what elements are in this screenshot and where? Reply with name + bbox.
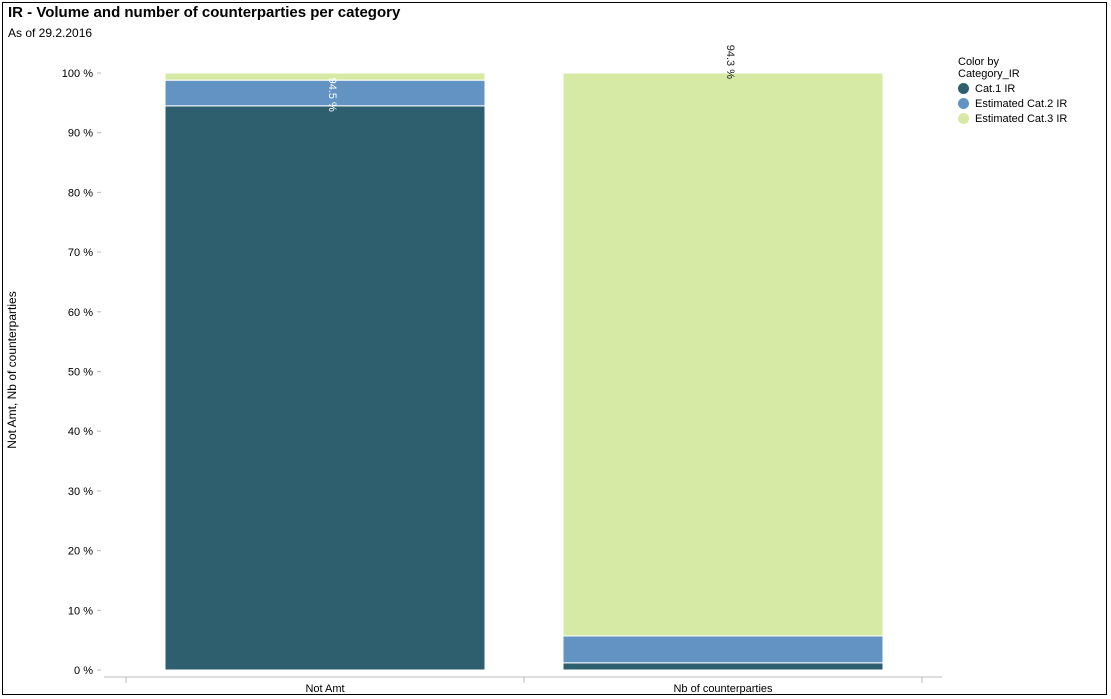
bar-segment [562, 72, 884, 637]
legend-item-label: Estimated Cat.2 IR [975, 97, 1068, 110]
y-tick-label: 30 % [68, 486, 93, 498]
y-tick-label: 0 % [74, 665, 93, 677]
legend-swatch-icon [958, 83, 969, 94]
y-tick-label: 60 % [68, 307, 93, 319]
bar-segment [164, 79, 486, 107]
y-tick-label: 40 % [68, 426, 93, 438]
data-label: 94.5 % [326, 78, 338, 112]
legend-swatch-icon [958, 98, 969, 109]
legend-title-line2: Category_IR [958, 68, 1020, 80]
bar-segment [562, 635, 884, 664]
y-tick-label: 70 % [68, 247, 93, 259]
y-tick-label: 100 % [62, 68, 93, 80]
y-tick-label: 90 % [68, 128, 93, 140]
legend: Color by Category_IR Cat.1 IR Estimated C… [958, 56, 1067, 125]
bar-segment [164, 72, 486, 81]
legend-item[interactable]: Estimated Cat.2 IR [958, 97, 1067, 110]
chart-title: IR - Volume and number of counterparties… [8, 4, 401, 21]
y-tick-label: 80 % [68, 187, 93, 199]
legend-swatch-icon [958, 113, 969, 124]
legend-item[interactable]: Cat.1 IR [958, 82, 1067, 95]
chart-subtitle: As of 29.2.2016 [8, 26, 93, 40]
y-tick-label: 20 % [68, 546, 93, 558]
x-tick-label: Not Amt [305, 683, 344, 695]
legend-item-label: Cat.1 IR [975, 82, 1016, 95]
x-tick-label: Nb of counterparties [673, 683, 773, 695]
data-label: 94.3 % [724, 45, 736, 79]
legend-title-line1: Color by [958, 56, 999, 68]
y-tick-label: 50 % [68, 367, 93, 379]
legend-item-label: Estimated Cat.3 IR [975, 112, 1068, 125]
legend-item[interactable]: Estimated Cat.3 IR [958, 112, 1067, 125]
bar-segment [562, 662, 884, 671]
bar-segment [164, 105, 486, 671]
y-tick-label: 10 % [68, 605, 93, 617]
